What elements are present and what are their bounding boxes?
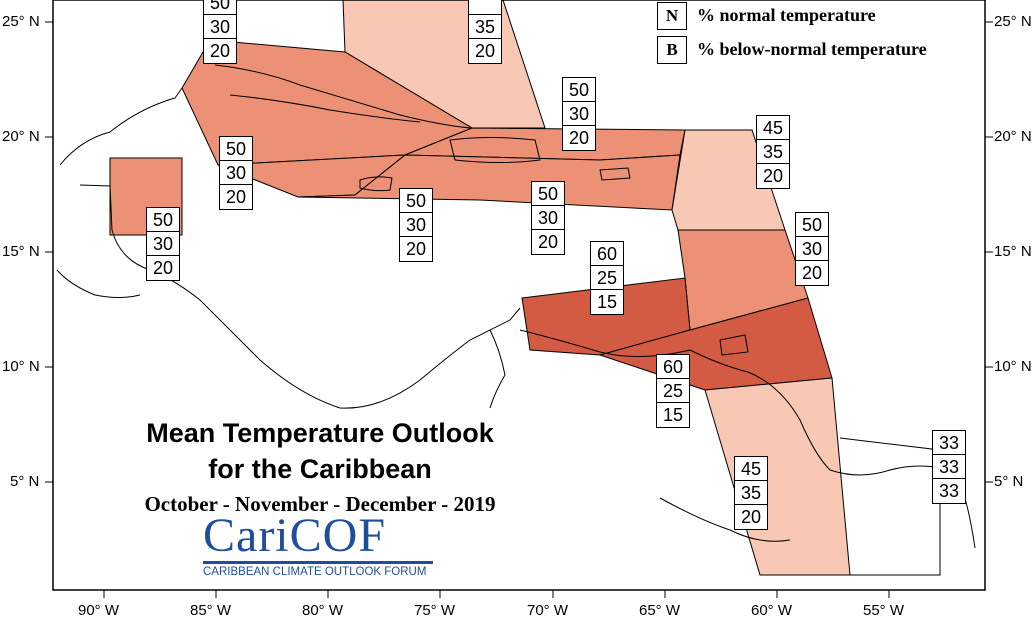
prob-box-bahamas-left: 50 30 20: [203, 0, 237, 64]
prob-value: 20: [405, 239, 427, 259]
lon-label-80: 80° W: [302, 602, 344, 619]
prob-value: 35: [735, 481, 767, 505]
lat-label-25-left: 25° N: [2, 13, 40, 30]
lon-label-85: 85° W: [190, 602, 232, 619]
prob-value: 20: [474, 41, 496, 61]
prob-value: 50: [563, 78, 595, 102]
logo-suffix: COF: [289, 509, 387, 562]
lon-label-65: 65° W: [639, 602, 681, 619]
prob-box-windwards: 50 30 20: [795, 212, 829, 286]
caricof-logo: CariCOF: [203, 512, 386, 560]
prob-box-hispaniola: 50 30 20: [562, 77, 596, 151]
prob-value: 50: [204, 0, 236, 15]
lat-label-5-right: 5° N: [994, 473, 1024, 490]
prob-value: 35: [469, 15, 501, 39]
lat-label-20-left: 20° N: [2, 128, 40, 145]
prob-value: 20: [568, 128, 590, 148]
prob-box-french-guiana: 33 33 33: [932, 430, 966, 504]
prob-value: 35: [757, 140, 789, 164]
legend-label-normal: % normal temperature: [697, 5, 876, 25]
prob-value: 30: [147, 232, 179, 256]
prob-box-northern-leewards: 45 35 20: [756, 115, 790, 189]
prob-box-jamaica: 50 30 20: [399, 188, 433, 262]
lon-label-70: 70° W: [527, 602, 569, 619]
lat-label-10-left: 10° N: [2, 358, 40, 375]
prob-value: 20: [762, 166, 784, 186]
map-title-line2: for the Caribbean: [208, 454, 432, 484]
lat-label-25-right: 25° N: [994, 13, 1032, 30]
outlook-zones: [109, 0, 941, 576]
legend-key-below: B: [657, 36, 687, 64]
prob-box-belize: 50 30 20: [146, 207, 180, 281]
lat-label-5-left: 5° N: [10, 473, 40, 490]
lat-label-20-right: 20° N: [994, 128, 1032, 145]
prob-value: 20: [537, 232, 559, 252]
prob-value: 45: [735, 457, 767, 481]
prob-value: [469, 0, 501, 15]
prob-value: 25: [591, 266, 623, 290]
prob-value: 30: [796, 237, 828, 261]
lat-label-10-right: 10° N: [994, 358, 1032, 375]
prob-value: 60: [591, 242, 623, 266]
prob-value: 20: [225, 187, 247, 207]
lon-label-75: 75° W: [414, 602, 456, 619]
prob-box-bahamas-right: 35 20: [468, 0, 502, 64]
lat-label-15-left: 15° N: [2, 243, 40, 260]
lon-label-60: 60° W: [751, 602, 793, 619]
prob-value: 50: [220, 137, 252, 161]
prob-value: 20: [209, 41, 231, 61]
prob-value: 25: [657, 379, 689, 403]
prob-box-trinidad: 60 25 15: [656, 354, 690, 428]
prob-value: 50: [147, 208, 179, 232]
prob-box-guyana: 45 35 20: [734, 456, 768, 530]
prob-box-abc-islands: 60 25 15: [590, 241, 624, 315]
lon-label-55: 55° W: [863, 602, 905, 619]
prob-value: 30: [204, 15, 236, 39]
prob-value: 30: [532, 206, 564, 230]
prob-value: 50: [532, 182, 564, 206]
prob-value: 45: [757, 116, 789, 140]
prob-value: 30: [563, 102, 595, 126]
legend-label-below: % below-normal temperature: [697, 39, 927, 59]
map-frame: [52, 0, 986, 591]
legend-key-normal: N: [657, 2, 687, 30]
prob-value: 20: [801, 263, 823, 283]
lon-label-90: 90° W: [78, 602, 120, 619]
logo-rule: [203, 561, 433, 564]
prob-value: 33: [938, 481, 960, 501]
prob-value: 60: [657, 355, 689, 379]
axis-ticks: [45, 21, 993, 598]
prob-value: 30: [400, 213, 432, 237]
prob-value: 20: [740, 507, 762, 527]
logo-subtitle: CARIBBEAN CLIMATE OUTLOOK FORUM: [203, 566, 427, 578]
prob-box-puerto-rico: 50 30 20: [531, 181, 565, 255]
prob-value: 15: [662, 405, 684, 425]
prob-value: 20: [152, 258, 174, 278]
prob-value: 50: [400, 189, 432, 213]
prob-value: 33: [933, 431, 965, 455]
lat-label-15-right: 15° N: [994, 243, 1032, 260]
prob-value: 15: [596, 292, 618, 312]
prob-value: 50: [796, 213, 828, 237]
prob-box-cuba: 50 30 20: [219, 136, 253, 210]
map-period: October - November - December - 2019: [144, 492, 496, 516]
zone-guyana: [704, 377, 851, 576]
logo-prefix: Cari: [203, 509, 290, 562]
zone-french-guiana: [839, 437, 941, 576]
prob-value: 33: [933, 455, 965, 479]
prob-value: 30: [220, 161, 252, 185]
map-title-line1: Mean Temperature Outlook: [146, 418, 494, 448]
